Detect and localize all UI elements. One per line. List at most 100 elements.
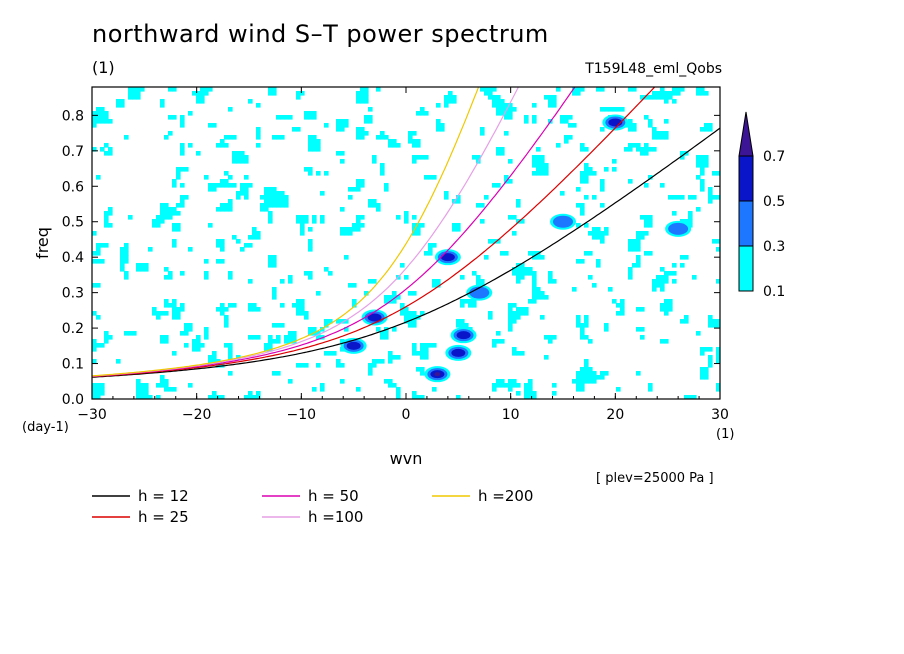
contour-cell-1313	[492, 387, 497, 392]
contour-cell-807	[524, 271, 529, 276]
contour-cell-858	[352, 283, 357, 288]
contour-cell-550	[220, 207, 225, 212]
contour-cell-234	[356, 131, 361, 136]
contour-cell-322	[196, 151, 201, 156]
contour-cell-701	[104, 243, 109, 248]
contour-cell-1247	[584, 375, 589, 380]
contour-cell-808	[528, 271, 533, 276]
contour-cell-221	[360, 127, 365, 132]
contour-cell-519	[516, 199, 521, 204]
contour-cell-135	[620, 107, 625, 112]
contour-cell-1140	[200, 343, 205, 348]
contour-cell-1305	[164, 387, 169, 392]
contour-cell-169	[524, 115, 529, 120]
contour-cell-1261	[496, 379, 501, 384]
contour-cell-934	[460, 303, 465, 308]
contour-cell-419	[648, 175, 653, 180]
contour-cell-824	[460, 275, 465, 280]
contour-cell-816	[164, 275, 169, 280]
contour-cell-488	[272, 195, 277, 200]
contour-cell-914	[532, 299, 537, 304]
contour-cell-825	[476, 275, 481, 280]
contour-cell-400	[544, 171, 549, 176]
contour-cell-875	[608, 287, 613, 292]
contour-cell-1049	[584, 323, 589, 328]
contour-cell-605	[404, 219, 409, 224]
contour-cell-11	[360, 87, 365, 92]
contour-cell-909	[460, 299, 465, 304]
contour-cell-23	[600, 87, 605, 92]
contour-cell-811	[628, 271, 633, 276]
contour-cell-679	[256, 235, 261, 240]
legend-label-h25: h = 25	[138, 508, 189, 526]
contour-cell-716	[124, 247, 129, 252]
contour-cell-1044	[460, 323, 465, 328]
contour-cell-1170	[328, 351, 333, 356]
contour-cell-214	[708, 123, 713, 128]
contour-cell-1031	[708, 319, 713, 324]
contour-cell-1016	[328, 319, 333, 324]
contour-cell-1258	[340, 379, 345, 384]
contour-cell-157	[180, 115, 185, 120]
contour-cell-760	[216, 259, 221, 264]
contour-cell-730	[124, 251, 129, 256]
contour-cell-137	[96, 111, 101, 116]
contour-cell-356	[340, 159, 345, 164]
contour-cell-363	[540, 159, 545, 164]
contour-cell-134	[616, 107, 621, 112]
contour-cell-1054	[184, 327, 189, 332]
contour-cell-1311	[396, 387, 401, 392]
contour-cell-1151	[92, 347, 97, 352]
contour-cell-179	[100, 119, 105, 124]
contour-cell-1325	[136, 391, 141, 396]
contour-cell-1268	[580, 379, 585, 384]
contour-cell-97	[448, 99, 453, 104]
contour-cell-1137	[184, 343, 189, 348]
contour-cell-1107	[384, 335, 389, 340]
contour-cell-1072	[104, 331, 109, 336]
contour-cell-964	[640, 307, 645, 312]
contour-cell-475	[276, 191, 281, 196]
contour-cell-812	[664, 271, 669, 276]
contour-cell-843	[476, 279, 481, 284]
contour-cell-747	[484, 255, 489, 260]
contour-cell-1202	[372, 359, 377, 364]
contour-cell-976	[296, 311, 301, 316]
contour-cell-404	[592, 171, 597, 176]
contour-cell-1240	[604, 371, 609, 376]
contour-cell-161	[288, 115, 293, 120]
contour-cell-1344	[156, 395, 161, 399]
contour-cell-95	[364, 99, 369, 104]
contour-cell-910	[464, 299, 469, 304]
contour-cell-230	[704, 127, 709, 132]
contour-cell-200	[212, 123, 217, 128]
contour-cell-237	[380, 131, 385, 136]
contour-cell-219	[340, 127, 345, 132]
contour-cell-394	[316, 171, 321, 176]
contour-cell-842	[436, 279, 441, 284]
contour-cell-1090	[104, 335, 109, 340]
contour-cell-841	[432, 279, 437, 284]
contour-cell-917	[664, 299, 669, 304]
contour-cell-346	[536, 155, 541, 160]
contour-cell-583	[356, 215, 361, 220]
contour-cell-247	[164, 135, 169, 140]
contour-cell-1144	[268, 343, 273, 348]
contour-cell-670	[596, 231, 601, 236]
contour-cell-564	[172, 211, 177, 216]
contour-cell-1223	[420, 367, 425, 372]
contour-cell-561	[160, 211, 165, 216]
contour-cell-35	[192, 91, 197, 96]
contour-cell-541	[576, 203, 581, 208]
contour-cell-803	[472, 271, 477, 276]
contour-cell-814	[672, 271, 677, 276]
contour-cell-52	[656, 91, 661, 96]
contour-cell-836	[248, 279, 253, 284]
contour-cell-62	[132, 95, 137, 100]
contour-cell-616	[152, 223, 157, 228]
contour-cell-983	[408, 311, 413, 316]
contour-cell-290	[392, 143, 397, 148]
contour-cell-827	[520, 275, 525, 280]
contour-cell-1358	[524, 395, 529, 399]
contour-cell-1205	[388, 359, 393, 364]
